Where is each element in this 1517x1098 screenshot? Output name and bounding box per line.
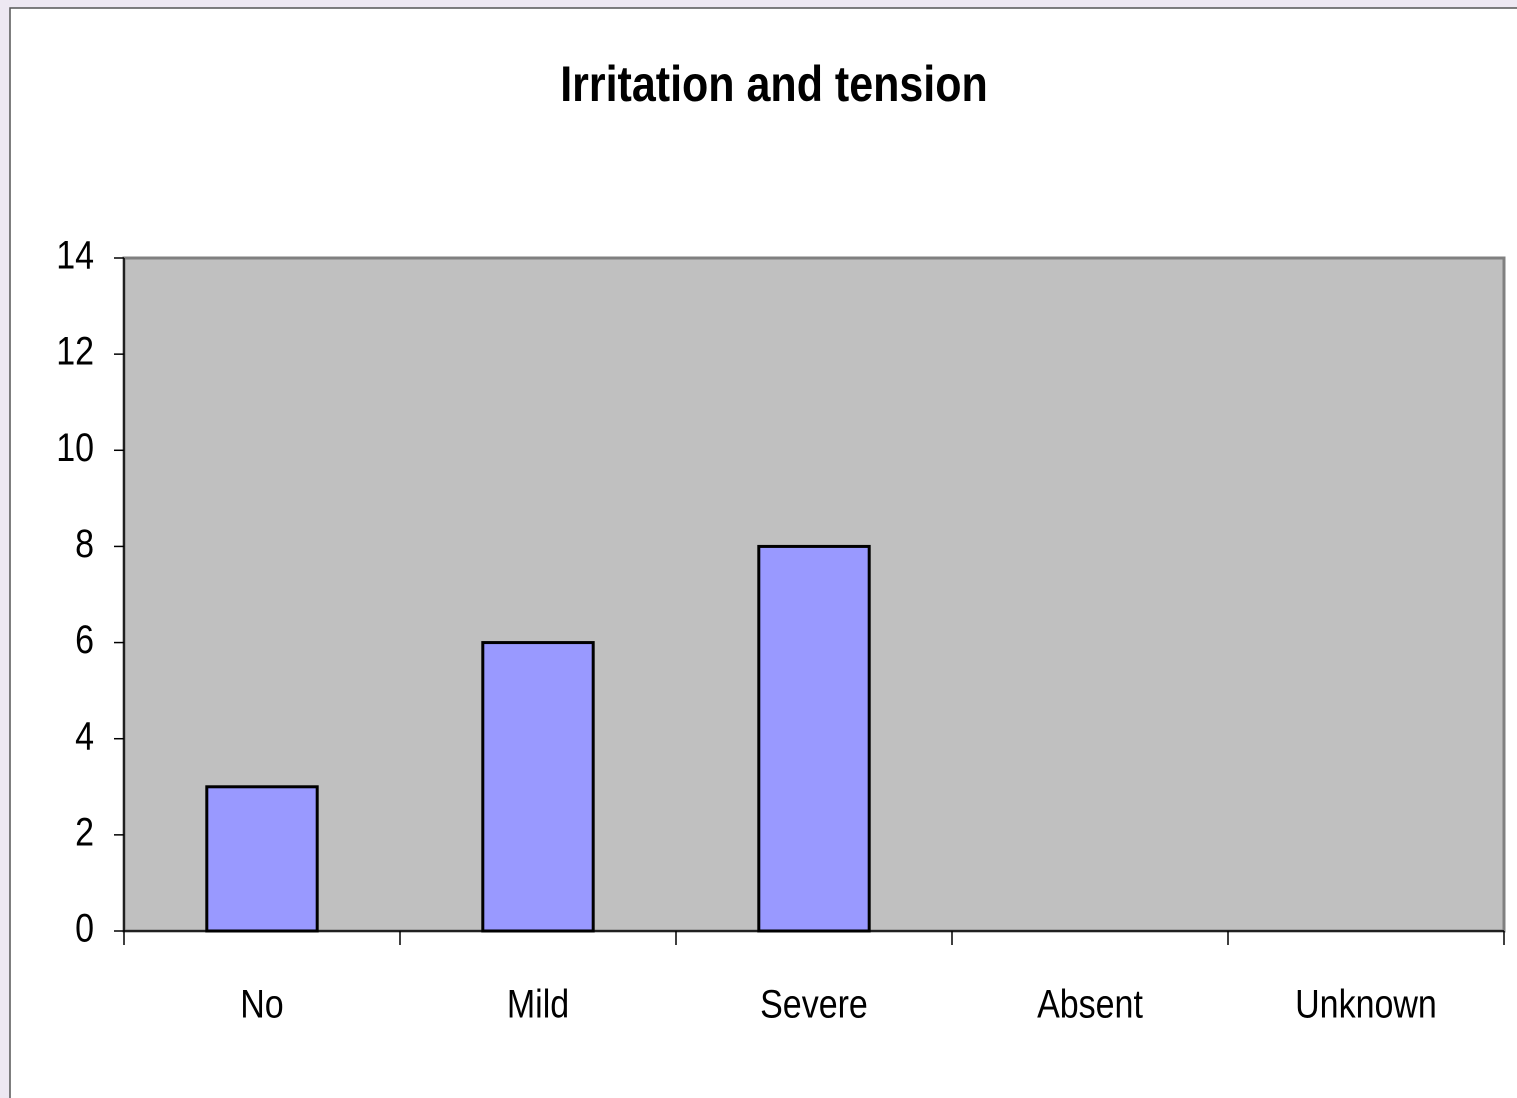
y-tick-label: 8 xyxy=(75,520,94,565)
bar xyxy=(481,641,595,933)
y-tick-label: 12 xyxy=(56,328,94,373)
x-tick-label: Absent xyxy=(1037,981,1143,1026)
x-tick-label: No xyxy=(240,981,283,1026)
x-tick-label: Mild xyxy=(507,981,569,1026)
y-tick-label: 2 xyxy=(75,809,94,854)
y-tick-label: 10 xyxy=(56,424,94,469)
x-tick-label: Unknown xyxy=(1295,981,1437,1026)
y-tick-label: 6 xyxy=(75,617,94,662)
x-tick-label: Severe xyxy=(760,981,868,1026)
y-tick-label: 0 xyxy=(75,905,94,950)
bar xyxy=(757,544,871,933)
chart-title: Irritation and tension xyxy=(560,56,988,112)
bar xyxy=(205,785,319,933)
y-tick-label: 4 xyxy=(75,713,94,758)
y-tick-label: 14 xyxy=(56,232,94,277)
